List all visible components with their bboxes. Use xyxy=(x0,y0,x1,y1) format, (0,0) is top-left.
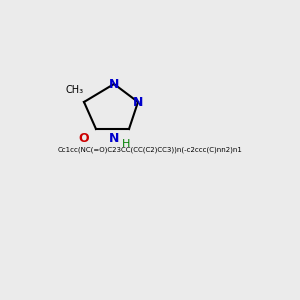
Text: Cc1cc(NC(=O)C23CC(CC(C2)CC3))n(-c2ccc(C)nn2)n1: Cc1cc(NC(=O)C23CC(CC(C2)CC3))n(-c2ccc(C)… xyxy=(58,147,242,153)
Text: CH₃: CH₃ xyxy=(66,85,84,95)
Text: N: N xyxy=(109,77,119,91)
Text: O: O xyxy=(79,131,89,145)
Text: N: N xyxy=(133,95,143,109)
Text: N: N xyxy=(109,131,119,145)
Text: H: H xyxy=(122,139,130,149)
